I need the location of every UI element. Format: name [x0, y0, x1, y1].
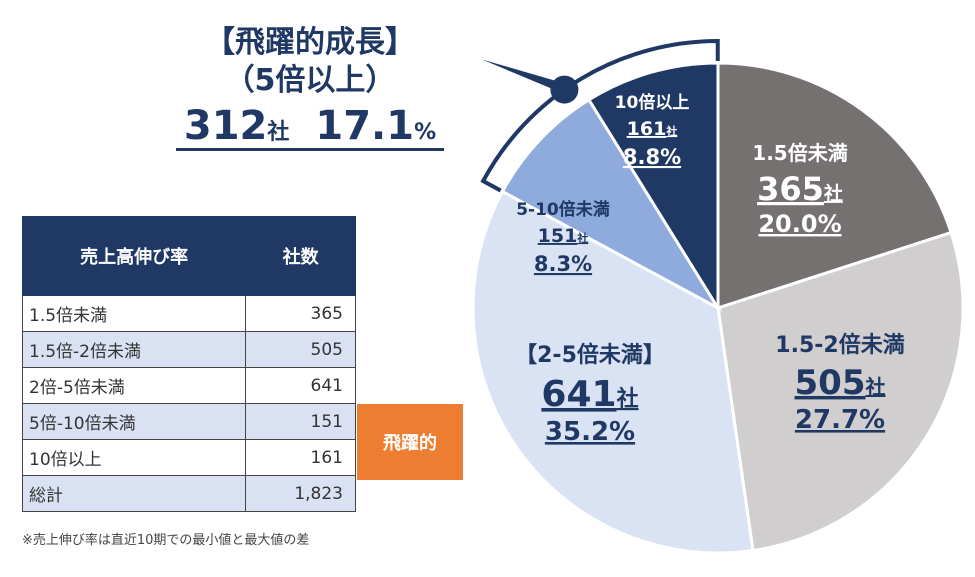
slice-percent: 8.8% — [623, 145, 681, 169]
callout-count-unit: 社 — [267, 120, 290, 145]
slice-label-group: 5-10倍未満 151社 8.3% — [516, 199, 610, 276]
row-label: 10倍以上 — [21, 439, 247, 476]
slice-label: 1.5-2倍未満 — [775, 332, 904, 358]
table-row: 2倍-5倍未満 641 — [21, 367, 356, 404]
pie-slice — [716, 61, 954, 311]
table-row: 5倍-10倍未満 151 — [21, 403, 356, 440]
callout-subtitle: （5倍以上） — [224, 63, 396, 98]
row-label: 5倍-10倍未満 — [21, 403, 247, 440]
slice-count: 505社 — [795, 363, 886, 403]
row-value: 151 — [245, 403, 356, 440]
row-label: 1.5倍-2倍未満 — [21, 331, 247, 368]
slice-count: 151社 — [538, 225, 589, 247]
pie-slice — [716, 230, 965, 553]
callout-pct-unit: % — [414, 120, 437, 145]
growth-table: 売上高伸び率 社数 1.5倍未満 365 1.5倍-2倍未満 505 2倍-5倍… — [21, 216, 356, 512]
growth-callout: 【飛躍的成長】 （5倍以上） 312社 17.1% — [150, 24, 470, 159]
slice-label: 10倍以上 — [615, 92, 690, 113]
row-value: 161 — [245, 439, 356, 476]
slice-count: 365社 — [757, 170, 843, 208]
row-value: 365 — [245, 295, 356, 332]
total-value: 1,823 — [245, 475, 356, 512]
header-company-count: 社数 — [245, 216, 356, 296]
row-label: 2倍-5倍未満 — [21, 367, 247, 404]
bracket-pointer — [482, 59, 569, 96]
pie-slice — [471, 189, 755, 555]
row-value: 641 — [245, 367, 356, 404]
callout-pct: 17.1 — [315, 103, 415, 149]
footnote: ※売上伸び率は直近10期での最小値と最大値の差 — [22, 533, 310, 548]
slice-count: 641社 — [541, 374, 638, 415]
slice-label-group: 10倍以上 161社 8.8% — [615, 92, 690, 169]
callout-count: 312 — [183, 103, 268, 149]
table-total-row: 総計 1,823 — [21, 475, 356, 512]
breakthrough-tag: 飛躍的 — [357, 404, 463, 480]
callout-title: 【飛躍的成長】 — [205, 25, 415, 60]
header-growth-rate: 売上高伸び率 — [21, 216, 247, 296]
callout-figure: 312社 17.1% — [150, 100, 470, 159]
table-row: 1.5倍未満 365 — [21, 295, 356, 332]
slice-label: 1.5倍未満 — [752, 141, 847, 165]
pie-slice — [500, 97, 723, 312]
slice-percent: 35.2% — [545, 417, 635, 447]
row-label: 1.5倍未満 — [21, 295, 247, 332]
row-value: 505 — [245, 331, 356, 368]
slice-count: 161社 — [627, 118, 678, 140]
slice-label: 5-10倍未満 — [516, 199, 610, 220]
table-row: 10倍以上 161 — [21, 439, 356, 476]
slice-percent: 8.3% — [534, 252, 592, 276]
pie-slice — [586, 61, 720, 314]
table-row: 1.5倍-2倍未満 505 — [21, 331, 356, 368]
total-label: 総計 — [21, 475, 247, 512]
highlight-bracket — [480, 38, 720, 193]
callout-underline — [176, 148, 444, 151]
slice-label: 【2-5倍未満】 — [515, 342, 665, 368]
slice-percent: 27.7% — [795, 405, 885, 435]
slice-percent: 20.0% — [758, 210, 841, 238]
